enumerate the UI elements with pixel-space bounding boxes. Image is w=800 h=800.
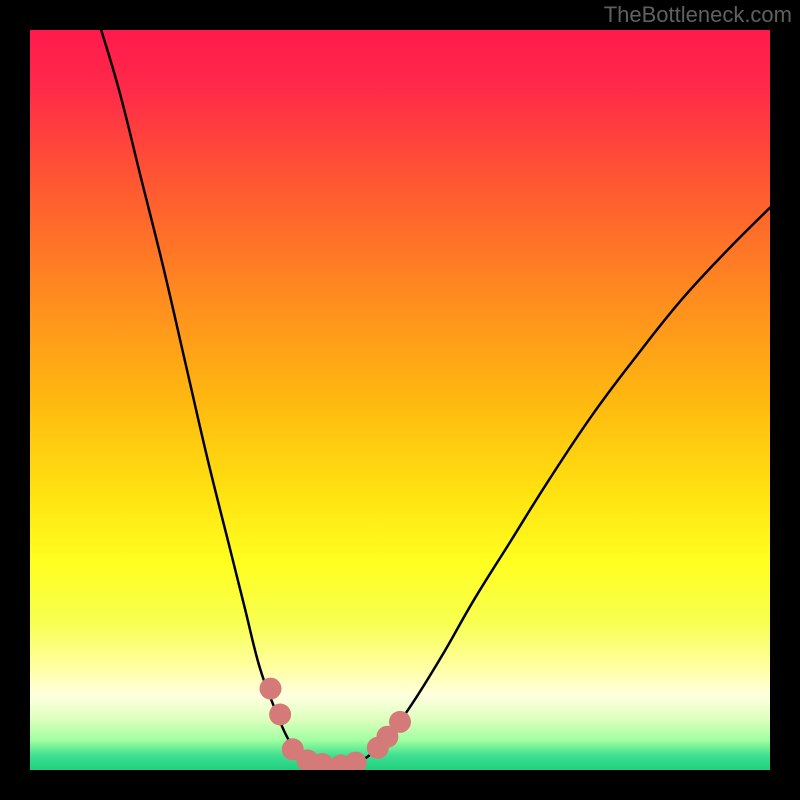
data-marker: [269, 704, 291, 726]
bottleneck-chart: [0, 0, 800, 800]
plot-background: [30, 30, 770, 770]
data-marker: [389, 711, 411, 733]
data-marker: [260, 678, 282, 700]
watermark-text: TheBottleneck.com: [604, 2, 792, 28]
data-marker: [345, 752, 367, 774]
chart-container: TheBottleneck.com: [0, 0, 800, 800]
